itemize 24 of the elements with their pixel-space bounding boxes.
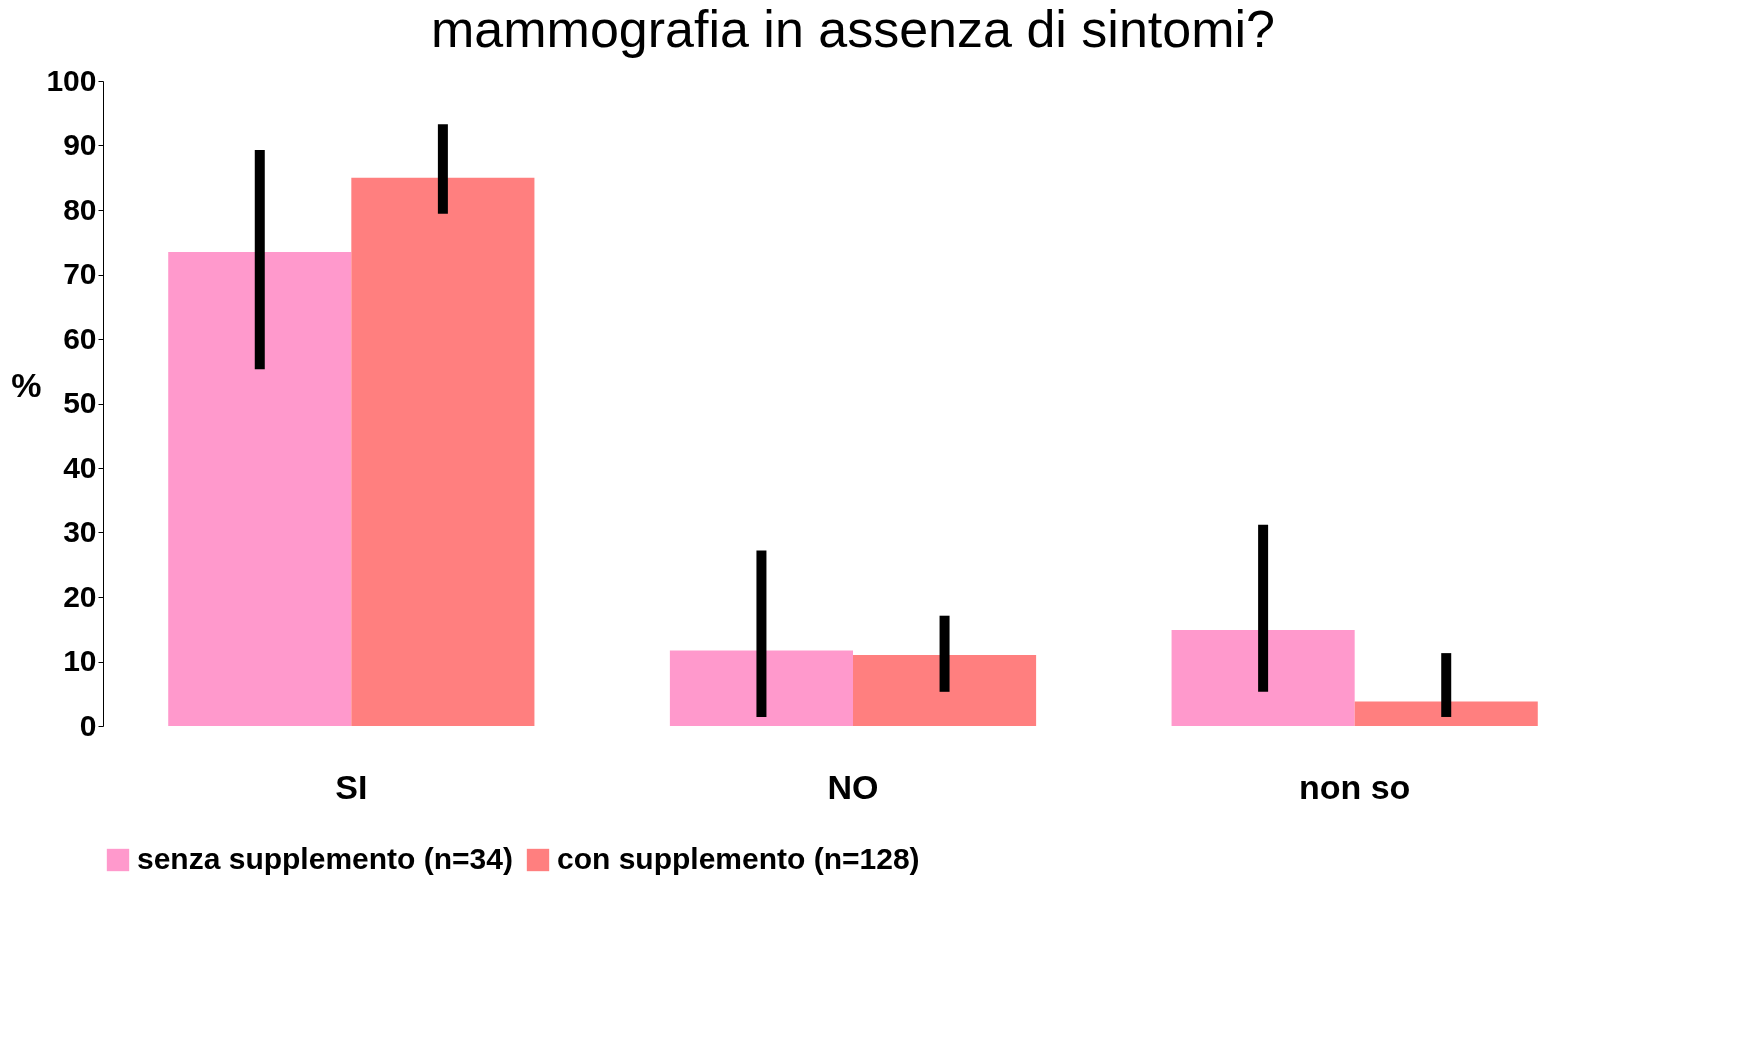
bar bbox=[351, 177, 535, 726]
y-tick-label: 30 bbox=[63, 515, 97, 548]
y-tick-label: 10 bbox=[63, 644, 97, 677]
bar bbox=[853, 655, 1037, 726]
bar bbox=[1171, 629, 1355, 726]
y-tick-label: 100 bbox=[46, 63, 97, 97]
bar bbox=[1354, 701, 1538, 726]
bar bbox=[669, 650, 853, 726]
bar bbox=[168, 251, 352, 726]
x-tick-label: non so bbox=[1298, 767, 1411, 806]
y-tick-label: 90 bbox=[63, 128, 97, 161]
y-axis-title: % bbox=[11, 366, 42, 404]
y-tick-label: 0 bbox=[79, 708, 97, 742]
legend-label: senza supplemento (n=34) bbox=[137, 842, 513, 875]
y-tick-label: 80 bbox=[63, 192, 97, 226]
y-tick-label: 20 bbox=[63, 579, 97, 613]
x-tick-label: NO bbox=[827, 767, 879, 806]
legend-label: con supplemento (n=128) bbox=[557, 842, 920, 875]
x-tick-label: SI bbox=[335, 767, 368, 806]
chart-title: mammografia in assenza di sintomi? bbox=[431, 0, 1275, 58]
y-tick-label: 70 bbox=[63, 257, 97, 290]
y-tick-label: 50 bbox=[63, 386, 97, 419]
y-tick-label: 60 bbox=[63, 321, 97, 355]
y-tick-label: 40 bbox=[63, 450, 97, 484]
